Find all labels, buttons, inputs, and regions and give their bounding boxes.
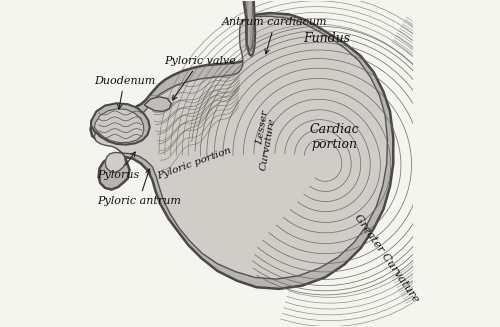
Text: Pyloric portion: Pyloric portion: [156, 146, 233, 181]
Polygon shape: [94, 109, 144, 143]
Text: Pyloric antrum: Pyloric antrum: [97, 169, 181, 206]
Text: Lesser: Lesser: [255, 110, 270, 146]
Text: Pyloric valve: Pyloric valve: [164, 56, 236, 100]
Text: Pylorus: Pylorus: [97, 152, 139, 180]
Polygon shape: [245, 1, 254, 50]
Polygon shape: [94, 16, 388, 279]
Polygon shape: [144, 97, 171, 112]
Polygon shape: [91, 103, 150, 145]
Polygon shape: [244, 1, 255, 56]
Text: Antrum cardiacum: Antrum cardiacum: [222, 17, 328, 54]
Text: Cardiac
portion: Cardiac portion: [310, 124, 360, 151]
Text: Curvature: Curvature: [259, 117, 277, 171]
Polygon shape: [90, 13, 394, 289]
Text: Greater Curvature: Greater Curvature: [352, 212, 421, 304]
Text: Fundus: Fundus: [303, 32, 350, 45]
Text: Duodenum: Duodenum: [94, 76, 155, 109]
